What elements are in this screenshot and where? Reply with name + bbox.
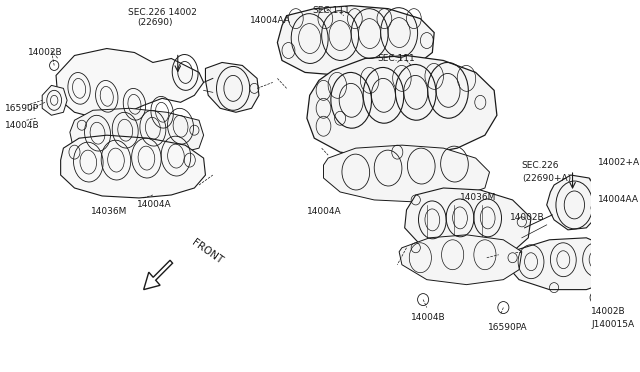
Polygon shape xyxy=(277,6,434,76)
FancyArrow shape xyxy=(143,260,173,290)
Text: SEC.111: SEC.111 xyxy=(312,6,350,15)
Text: 14004A: 14004A xyxy=(137,201,172,209)
Polygon shape xyxy=(506,238,619,290)
Polygon shape xyxy=(61,135,205,198)
Polygon shape xyxy=(307,55,497,158)
Text: SEC.111: SEC.111 xyxy=(377,54,415,63)
Text: 16590P: 16590P xyxy=(5,104,40,113)
Text: 14036M: 14036M xyxy=(460,193,497,202)
Text: (22690+A): (22690+A) xyxy=(522,173,571,183)
Text: 14004AA: 14004AA xyxy=(598,195,639,205)
Polygon shape xyxy=(547,175,598,230)
Text: FRONT: FRONT xyxy=(190,238,225,266)
Text: 14036M: 14036M xyxy=(91,208,127,217)
Text: J140015A: J140015A xyxy=(591,320,634,329)
Text: 14004AA: 14004AA xyxy=(250,16,291,25)
Text: 16590PA: 16590PA xyxy=(488,323,527,332)
Polygon shape xyxy=(399,235,522,285)
Polygon shape xyxy=(56,48,204,118)
Polygon shape xyxy=(404,188,531,258)
Polygon shape xyxy=(70,108,204,158)
Polygon shape xyxy=(205,62,259,112)
Polygon shape xyxy=(42,86,67,115)
Text: (22690): (22690) xyxy=(137,18,173,27)
Text: 14002B: 14002B xyxy=(591,307,626,316)
Text: 14002B: 14002B xyxy=(28,48,63,57)
Text: 14002+A: 14002+A xyxy=(598,158,640,167)
Text: SEC.226: SEC.226 xyxy=(522,161,559,170)
Text: 14004B: 14004B xyxy=(5,121,40,130)
Text: 14002B: 14002B xyxy=(510,214,545,222)
Text: SEC.226 14002: SEC.226 14002 xyxy=(128,8,197,17)
Text: 14004B: 14004B xyxy=(411,313,445,322)
Text: 14004A: 14004A xyxy=(307,208,342,217)
Polygon shape xyxy=(323,145,490,202)
